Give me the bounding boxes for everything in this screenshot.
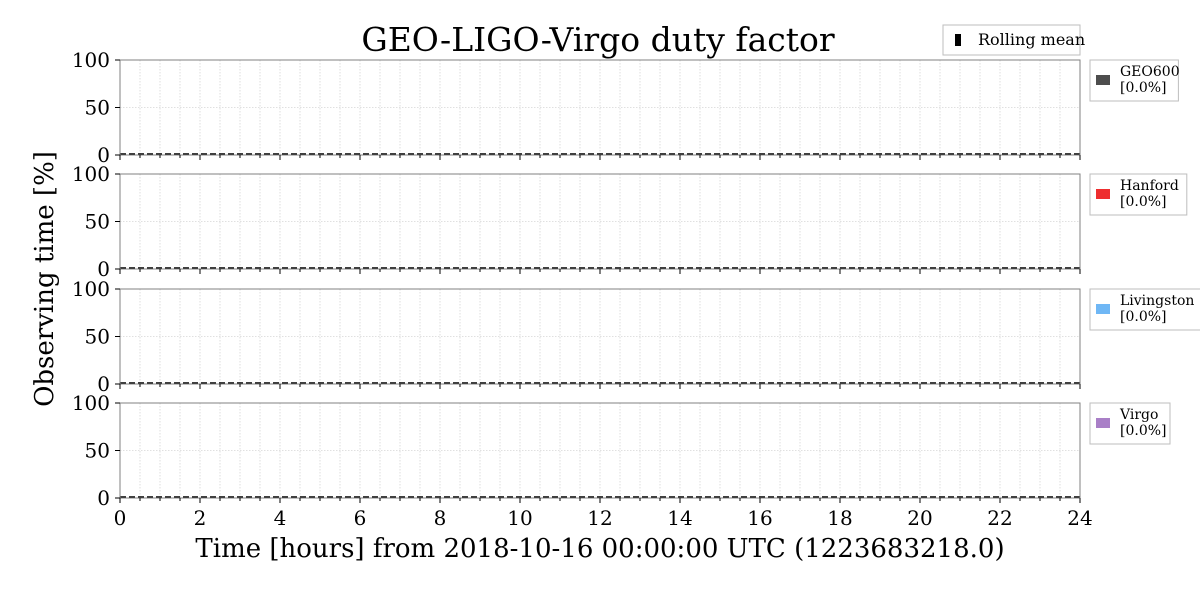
y-axis-label: Observing time [%] (30, 151, 60, 407)
x-tick-label: 10 (507, 506, 532, 530)
y-tick-label: 100 (72, 162, 110, 186)
legend-series-name: GEO600 (1120, 64, 1180, 80)
x-tick-label: 24 (1067, 506, 1092, 530)
legend-series-value: [0.0%] (1120, 194, 1167, 210)
rolling-mean-legend[interactable]: Rolling mean (942, 24, 1085, 56)
y-tick-label: 0 (97, 486, 110, 510)
y-tick-label: 50 (85, 210, 110, 234)
y-tick-label: 50 (85, 439, 110, 463)
y-tick-label: 100 (72, 277, 110, 301)
x-tick-label: 18 (827, 506, 852, 530)
chart-title: GEO-LIGO-Virgo duty factor (361, 20, 835, 59)
panel-virgo: 0 50 100 Virgo[0.0%] (72, 391, 1171, 510)
x-tick-label: 0 (114, 506, 127, 530)
legend-livingston[interactable]: Livingston[0.0%] (1089, 288, 1200, 331)
legend-series-value: [0.0%] (1120, 309, 1167, 325)
y-tick-label: 100 (72, 48, 110, 72)
x-tick-label: 4 (274, 506, 287, 530)
y-tick-label: 50 (85, 325, 110, 349)
rolling-mean-legend-box (942, 24, 1081, 56)
legend-series-name: Virgo (1119, 407, 1158, 423)
legend-swatch (1096, 75, 1110, 85)
legend-swatch (1096, 189, 1110, 199)
legend-virgo[interactable]: Virgo[0.0%] (1089, 402, 1171, 445)
x-tick-label: 14 (667, 506, 692, 530)
y-tick-label: 50 (85, 96, 110, 120)
legend-series-value: [0.0%] (1120, 80, 1167, 96)
panel-hanford: 0 50 100 Hanford[0.0%] (72, 162, 1188, 281)
x-tick-label: 8 (434, 506, 447, 530)
legend-series-value: [0.0%] (1120, 423, 1167, 439)
panel-livingston: 0 50 100 Livingston[0.0%] (72, 277, 1200, 396)
y-tick-label: 100 (72, 391, 110, 415)
legend-series-name: Livingston (1120, 293, 1194, 309)
x-axis: 0 2 4 6 8 10 12 14 16 18 20 22 24 (114, 506, 1093, 530)
y-tick-label: 0 (97, 372, 110, 396)
legend-hanford[interactable]: Hanford[0.0%] (1089, 173, 1188, 216)
rolling-mean-legend-label: Rolling mean (978, 30, 1085, 49)
x-tick-label: 12 (587, 506, 612, 530)
legend-swatch (1096, 304, 1110, 314)
panel-geo600: 0 50 100 GEO600[0.0%] (72, 48, 1180, 167)
y-tick-label: 0 (97, 143, 110, 167)
x-tick-label: 6 (354, 506, 367, 530)
x-tick-label: 22 (987, 506, 1012, 530)
x-tick-label: 20 (907, 506, 932, 530)
x-axis-label: Time [hours] from 2018-10-16 00:00:00 UT… (195, 534, 1004, 564)
x-tick-label: 2 (194, 506, 207, 530)
x-tick-label: 16 (747, 506, 772, 530)
legend-series-name: Hanford (1120, 178, 1179, 194)
rolling-mean-legend-swatch (955, 34, 961, 46)
legend-swatch (1096, 418, 1110, 428)
legend-geo600[interactable]: GEO600[0.0%] (1089, 59, 1180, 102)
y-tick-label: 0 (97, 257, 110, 281)
